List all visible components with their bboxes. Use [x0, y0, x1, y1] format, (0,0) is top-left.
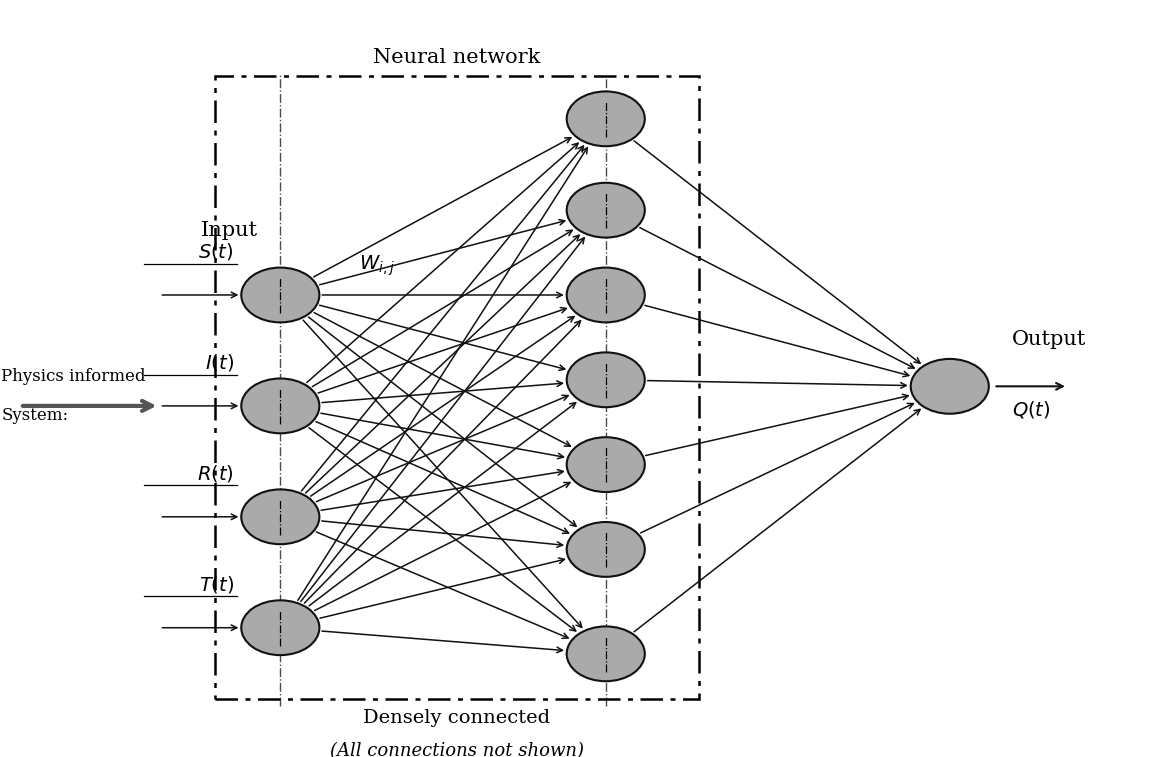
Circle shape — [566, 627, 644, 681]
Circle shape — [241, 267, 319, 322]
Circle shape — [241, 490, 319, 544]
Circle shape — [566, 92, 644, 146]
Text: $S(t)$: $S(t)$ — [198, 241, 234, 263]
Text: Output: Output — [1012, 330, 1087, 349]
Text: $T(t)$: $T(t)$ — [199, 574, 234, 595]
Text: (All connections not shown): (All connections not shown) — [330, 742, 584, 757]
Circle shape — [566, 267, 644, 322]
Text: Neural network: Neural network — [373, 48, 541, 67]
Circle shape — [241, 600, 319, 655]
Circle shape — [241, 378, 319, 433]
Circle shape — [566, 438, 644, 492]
Text: $I(t)$: $I(t)$ — [205, 352, 234, 373]
Text: Densely connected: Densely connected — [363, 709, 551, 727]
Circle shape — [911, 359, 989, 414]
Text: System:: System: — [1, 407, 69, 424]
Text: $W_{i,j}$: $W_{i,j}$ — [359, 254, 395, 278]
Text: Physics informed: Physics informed — [1, 368, 146, 385]
Text: Input: Input — [202, 220, 259, 239]
Circle shape — [566, 522, 644, 577]
Text: $Q(t)$: $Q(t)$ — [1012, 399, 1051, 419]
Circle shape — [566, 353, 644, 407]
Text: $R(t)$: $R(t)$ — [197, 463, 234, 484]
Circle shape — [566, 182, 644, 238]
